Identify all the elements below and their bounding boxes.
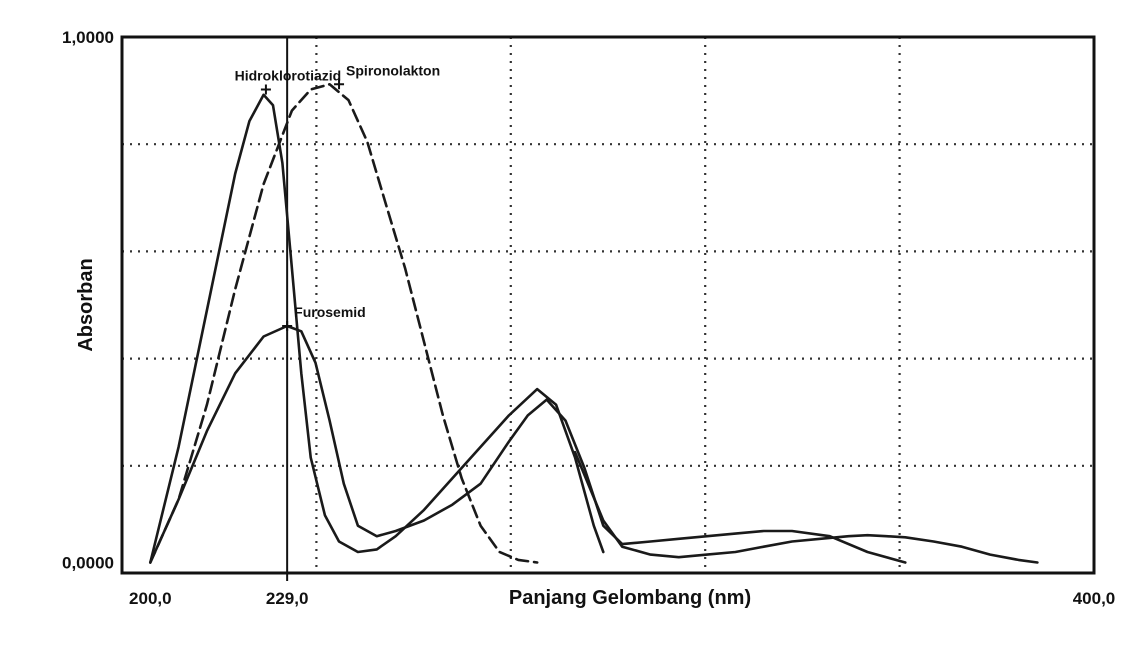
- series-label: Hidroklorotiazid: [235, 68, 342, 84]
- series-label: Spironolakton: [346, 62, 440, 78]
- x-axis-title: Panjang Gelombang (nm): [509, 587, 751, 609]
- axis-ticks: 200,0 229,0 400,0 1,0000 0,0000: [62, 28, 1115, 608]
- series-label: Furosemid: [294, 304, 366, 320]
- peak-marker: [282, 321, 293, 332]
- y-tick-label: 1,0000: [62, 28, 114, 47]
- series-curves: [149, 83, 1039, 564]
- peak-marker: [260, 84, 271, 95]
- series-line-furosemid: [149, 324, 907, 564]
- series-line-spironolakton: [149, 83, 539, 564]
- y-tick-label: 0,0000: [62, 553, 114, 572]
- series-labels: Hidroklorotiazid Spironolakton Furosemid: [235, 62, 440, 332]
- x-tick-label: 400,0: [1073, 589, 1116, 608]
- plot-frame: [120, 35, 1096, 575]
- grid-lines: [122, 37, 1094, 573]
- series-line-unlabeled-3: [573, 450, 1039, 564]
- series-line-hidroklorotiazid: [149, 93, 605, 564]
- x-tick-label: 200,0: [129, 589, 172, 608]
- peak-marker: [334, 79, 345, 90]
- x-tick-label: 229,0: [266, 589, 309, 608]
- y-axis-title: Absorban: [75, 258, 97, 351]
